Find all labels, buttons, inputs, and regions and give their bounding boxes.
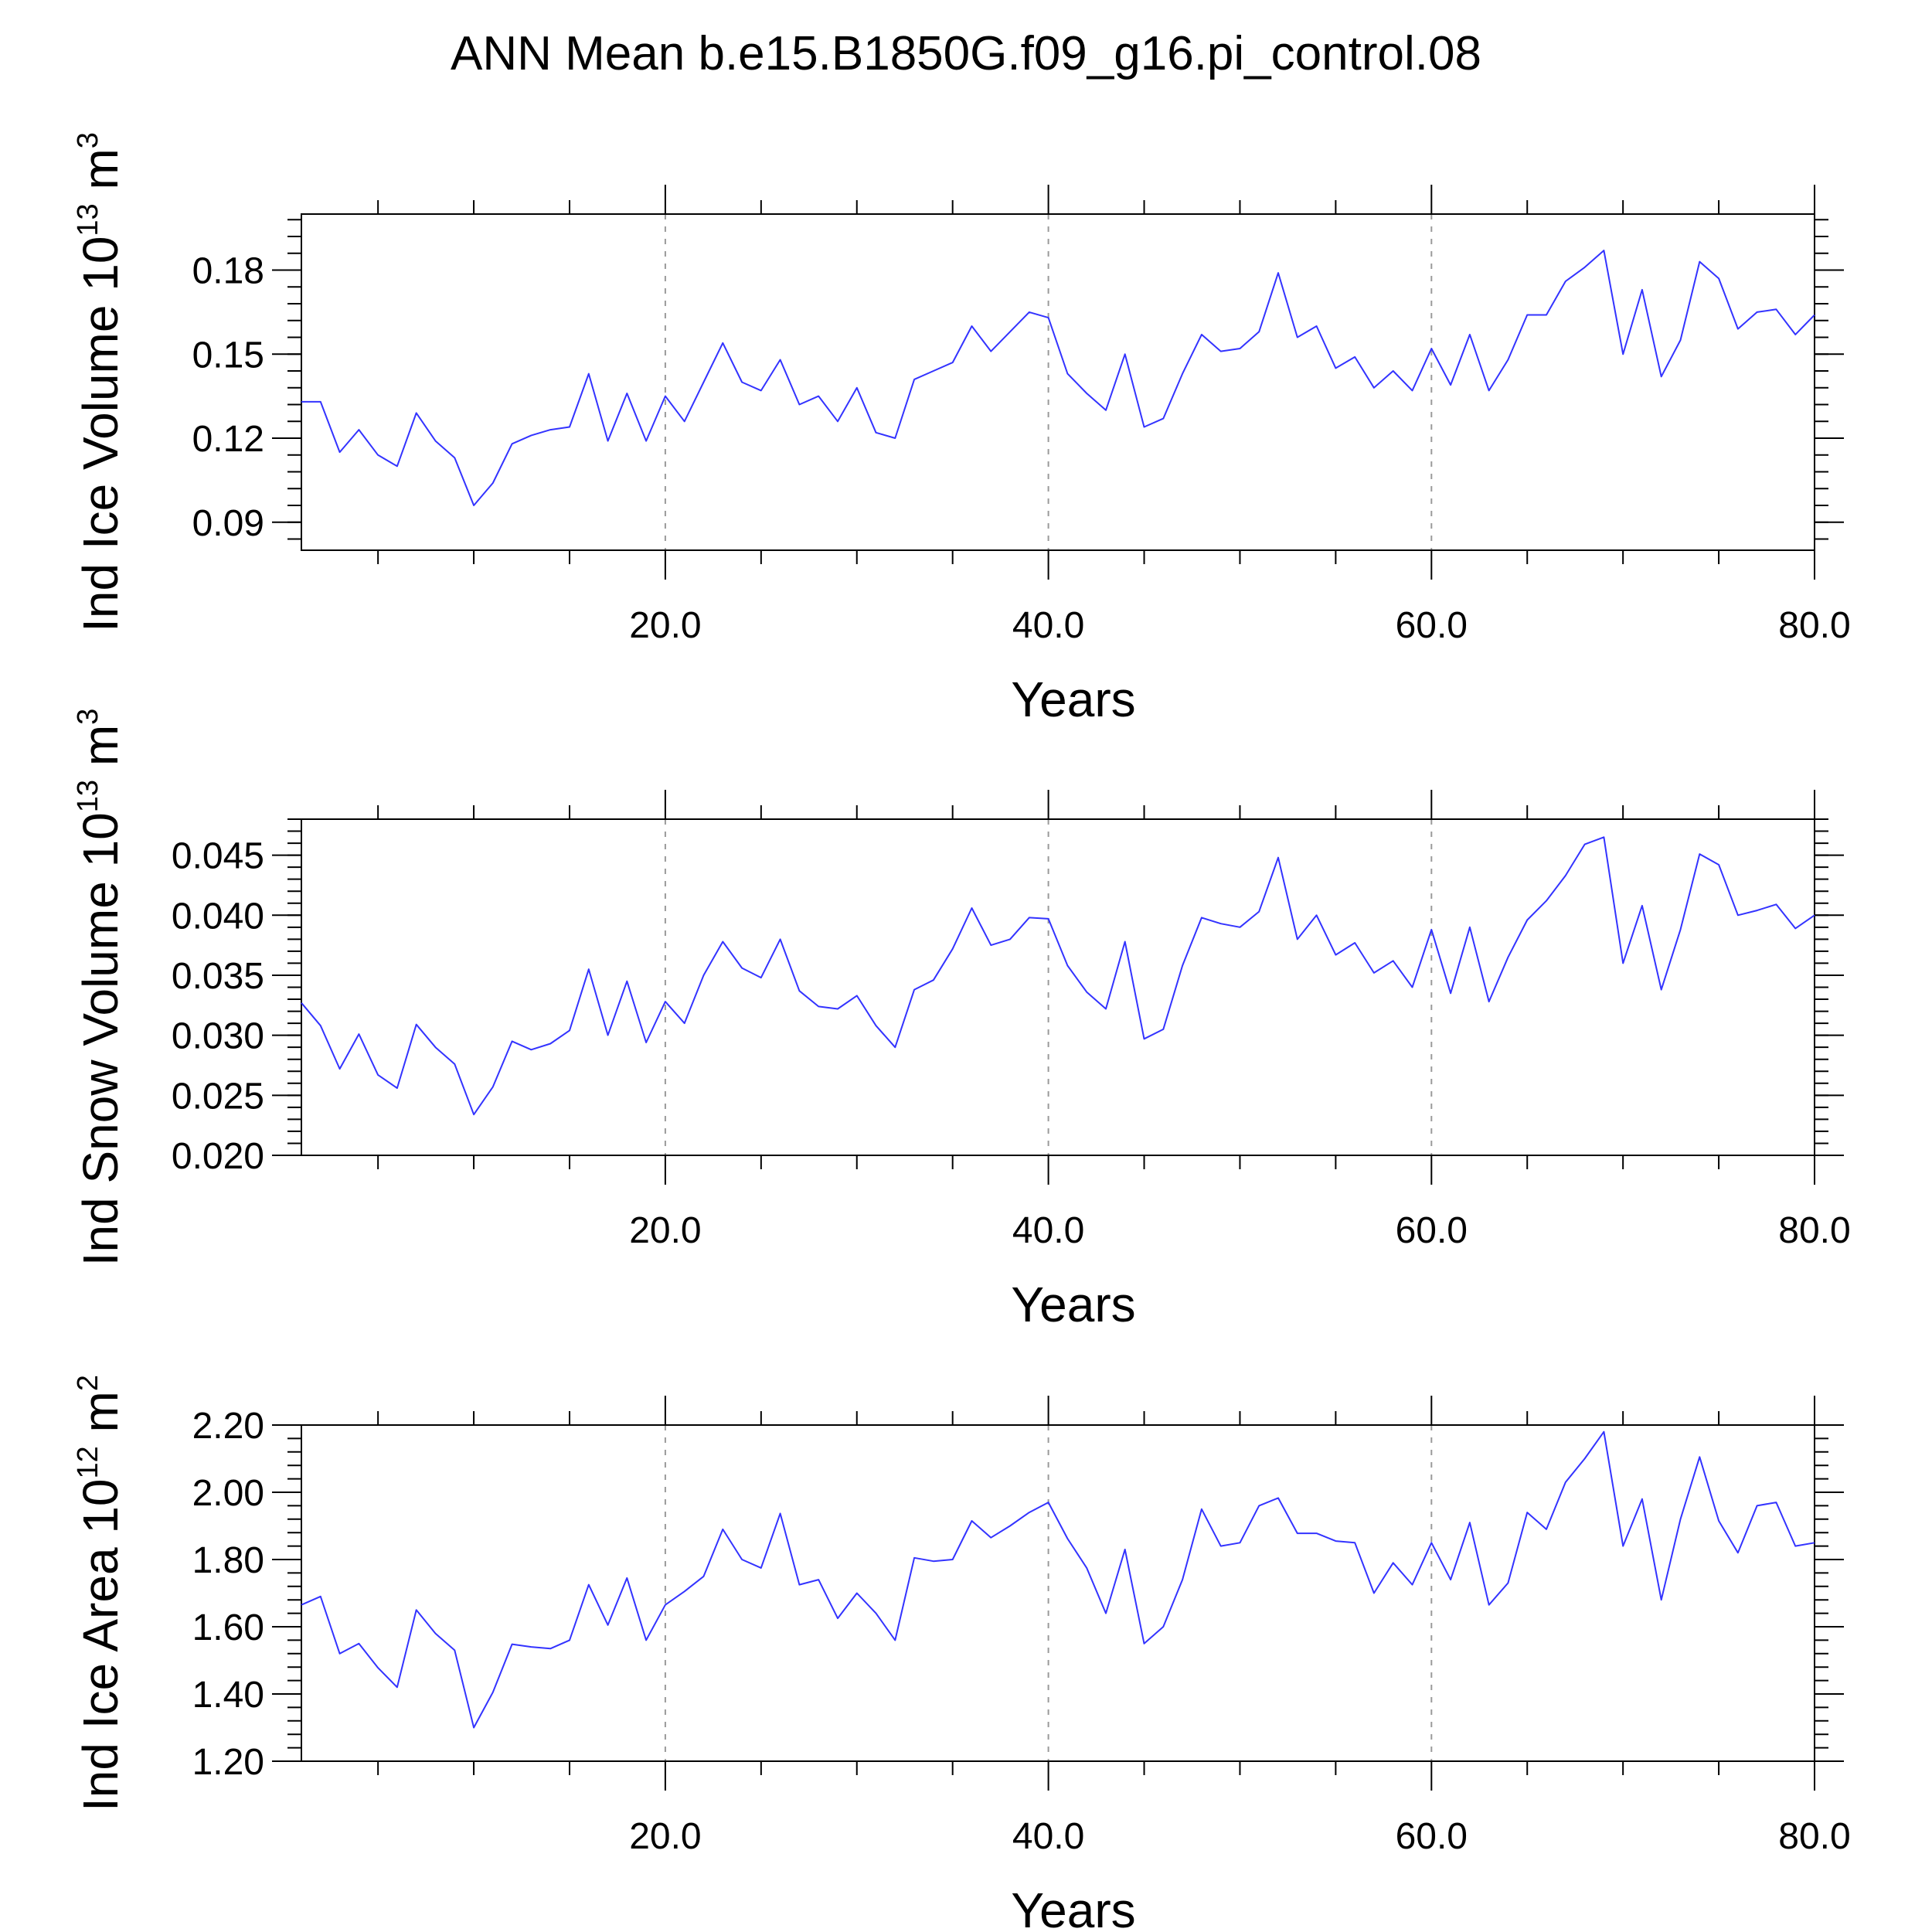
y-tick-label: 1.20 xyxy=(192,1742,264,1783)
x-tick-label: 60.0 xyxy=(1396,605,1468,646)
plot-frame xyxy=(301,1424,1815,1762)
y-tick-label: 0.09 xyxy=(192,503,264,544)
x-tick-label: 80.0 xyxy=(1778,1210,1850,1251)
y-tick-label: 1.60 xyxy=(192,1607,264,1648)
y-tick-label: 2.00 xyxy=(192,1473,264,1514)
chart-panel-1: 0.09 0.12 0.15 0.18 20.0 40.0 60.0 80.0 Years Ind… xyxy=(72,132,1851,727)
x-axis-label: Years xyxy=(1011,1883,1135,1932)
y-axis-label: Ind Ice Area 1012 m2 xyxy=(72,1375,128,1811)
x-tick-label: 40.0 xyxy=(1012,1816,1084,1857)
y-tick-label: 0.025 xyxy=(172,1076,264,1117)
x-tick-label: 80.0 xyxy=(1778,1816,1850,1857)
y-tick-label: 0.020 xyxy=(172,1136,264,1177)
plot-frame xyxy=(301,818,1815,1156)
x-tick-label: 20.0 xyxy=(629,1816,701,1857)
x-tick-label: 60.0 xyxy=(1396,1816,1468,1857)
y-axis-label: Ind Ice Volume 1013 m3 xyxy=(72,132,128,632)
chart-panel-3: 1.20 1.40 1.60 1.80 2.00 2.20 20.0 40.0 60.0 80.0… xyxy=(72,1375,1851,1932)
y-tick-label: 0.040 xyxy=(172,896,264,937)
series-line xyxy=(301,836,1815,1116)
y-tick-label: 0.18 xyxy=(192,251,264,292)
x-axis-label: Years xyxy=(1011,1277,1135,1332)
figure-title: ANN Mean b.e15.B1850G.f09_g16.pi_control… xyxy=(451,27,1481,80)
y-tick-label: 0.035 xyxy=(172,956,264,997)
x-tick-label: 60.0 xyxy=(1396,1210,1468,1251)
x-tick-label: 80.0 xyxy=(1778,605,1850,646)
y-tick-label: 1.80 xyxy=(192,1540,264,1581)
y-tick-label: 0.15 xyxy=(192,335,264,376)
y-tick-label: 0.030 xyxy=(172,1016,264,1057)
y-tick-label: 2.20 xyxy=(192,1406,264,1447)
x-tick-label: 20.0 xyxy=(629,1210,701,1251)
y-tick-label: 1.40 xyxy=(192,1675,264,1716)
panels: 0.09 0.12 0.15 0.18 20.0 40.0 60.0 80.0 Years Ind… xyxy=(72,132,1851,1932)
y-tick-label: 0.045 xyxy=(172,836,264,877)
x-axis-label: Years xyxy=(1011,672,1135,727)
y-axis-label: Ind Snow Volume 1013 m3 xyxy=(72,709,128,1267)
series-line xyxy=(301,1430,1815,1729)
x-tick-label: 20.0 xyxy=(629,605,701,646)
y-tick-label: 0.12 xyxy=(192,419,264,460)
x-tick-label: 40.0 xyxy=(1012,605,1084,646)
x-tick-label: 40.0 xyxy=(1012,1210,1084,1251)
chart-panel-2: 0.020 0.025 0.030 0.035 0.040 0.045 20.0 40.0 60… xyxy=(72,709,1851,1332)
plot-frame xyxy=(301,213,1815,551)
series-line xyxy=(301,250,1815,506)
